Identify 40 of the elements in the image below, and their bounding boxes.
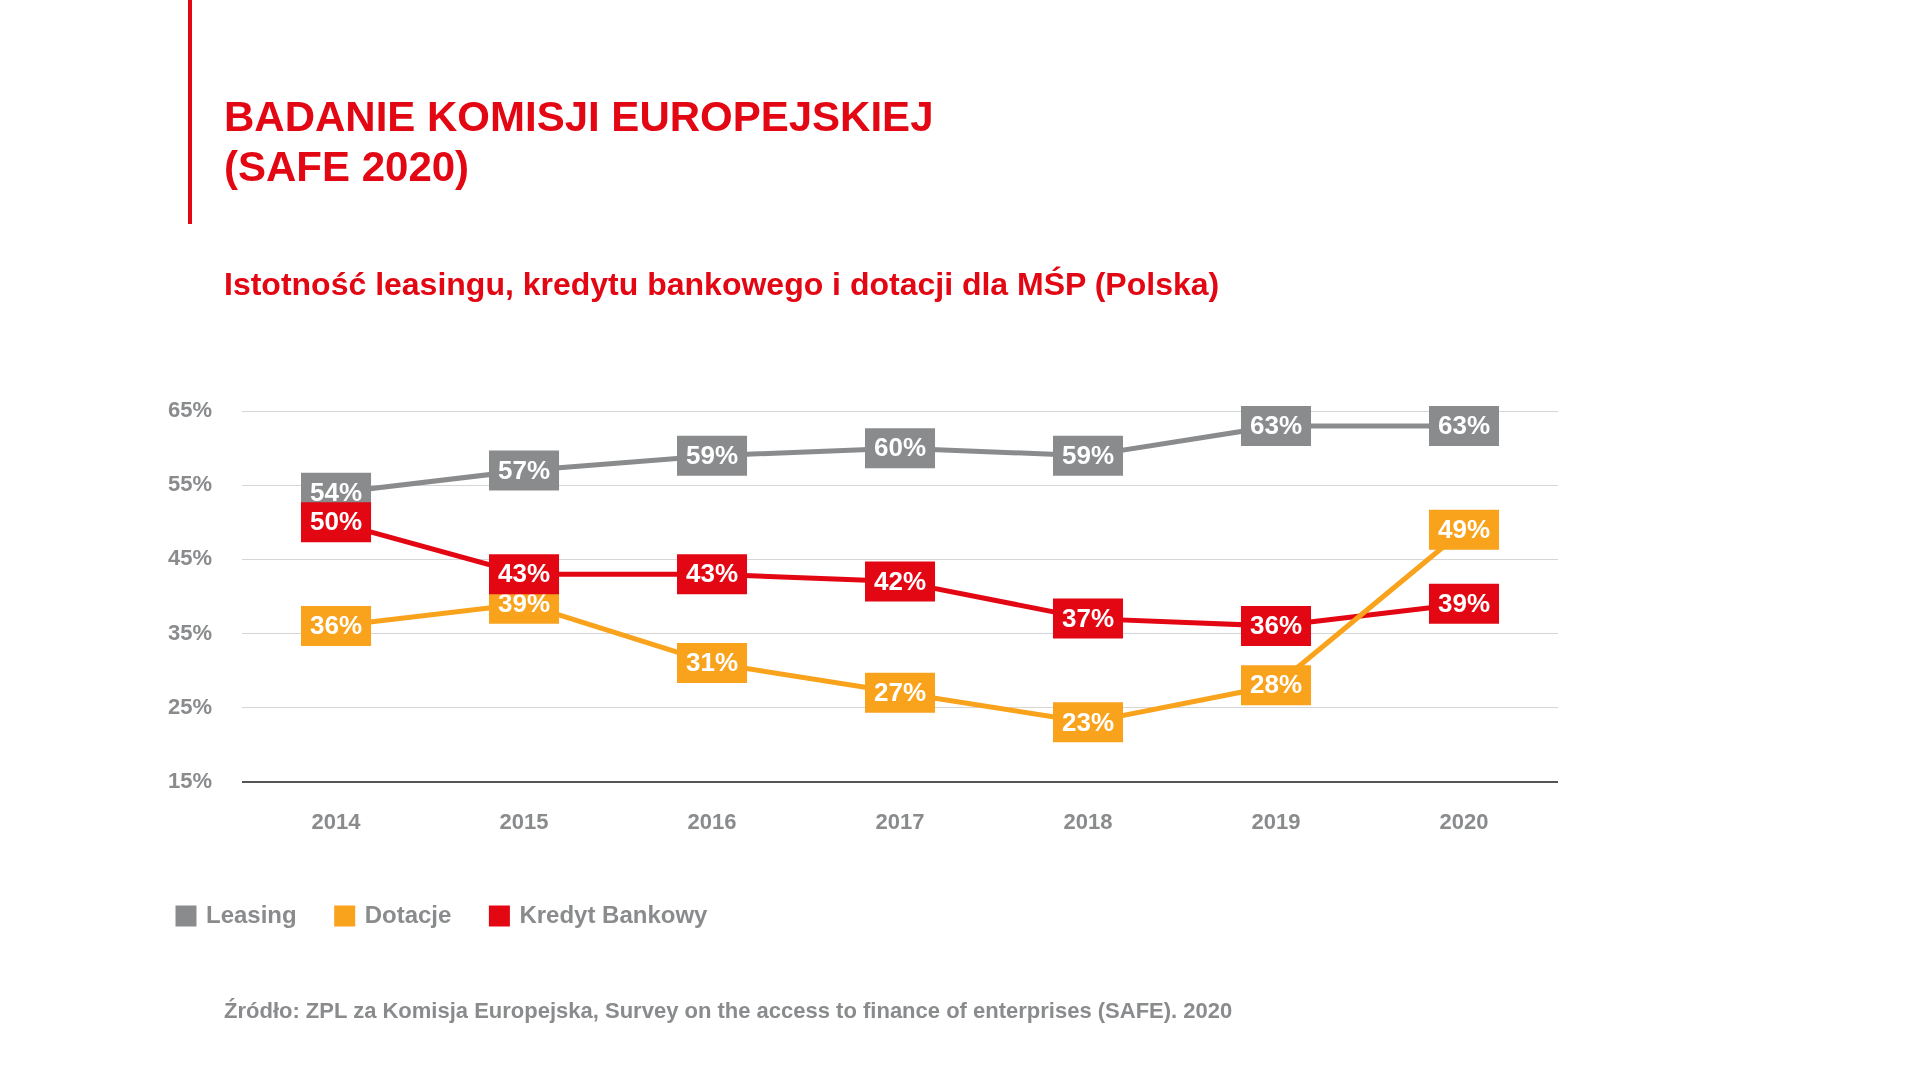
data-label: 23% (1061, 706, 1115, 737)
x-tick-label: 2014 (311, 808, 362, 834)
data-label: 36% (310, 610, 363, 641)
legend-label: Leasing (206, 900, 297, 928)
y-tick-label: 65% (167, 397, 213, 423)
y-tick-label: 55% (167, 471, 213, 497)
data-label: 59% (1061, 439, 1115, 470)
y-tick-label: 15% (167, 767, 213, 793)
y-tick-label: 25% (167, 693, 213, 719)
y-tick-label: 35% (167, 619, 213, 645)
x-tick-label: 2020 (1439, 808, 1489, 834)
data-label: 50% (310, 506, 363, 537)
chart-title: BADANIE KOMISJI EUROPEJSKIEJ (SAFE 2020) (224, 92, 934, 193)
x-tick-label: 2015 (499, 808, 549, 834)
data-label: 28% (1249, 669, 1303, 700)
data-label: 54% (310, 476, 363, 507)
data-label: 42% (873, 565, 927, 596)
data-label: 43% (686, 558, 739, 589)
data-label: 36% (1249, 610, 1303, 641)
legend-label: Kredyt Bankowy (519, 900, 709, 928)
data-label: 63% (1249, 410, 1303, 441)
text: Źródło: ZPL za Komisja Europejska, Survey on the access to finance of enterprises (SAFE). 2020 (224, 998, 1233, 1024)
data-label: 31% (686, 647, 739, 678)
chart-subtitle: Istotność leasingu, kredytu bankowego i dotacji dla MŚP (Polska) (224, 266, 1220, 303)
x-tick-label: 2016 (687, 808, 737, 834)
legend-label: Dotacje (364, 900, 452, 928)
data-label: 49% (1437, 513, 1491, 544)
data-label: 39% (1437, 587, 1491, 618)
data-label: 37% (1061, 602, 1115, 633)
data-label: 57% (498, 454, 551, 485)
data-label: 60% (873, 432, 927, 463)
data-label: 43% (498, 558, 551, 589)
data-label: 59% (686, 439, 739, 470)
y-tick-label: 45% (167, 545, 213, 571)
x-tick-label: 2017 (875, 808, 925, 834)
data-label: 27% (873, 676, 927, 707)
data-label: 63% (1437, 410, 1491, 441)
x-tick-label: 2018 (1063, 808, 1113, 834)
data-label: 39% (498, 587, 551, 618)
x-tick-label: 2019 (1251, 808, 1301, 834)
